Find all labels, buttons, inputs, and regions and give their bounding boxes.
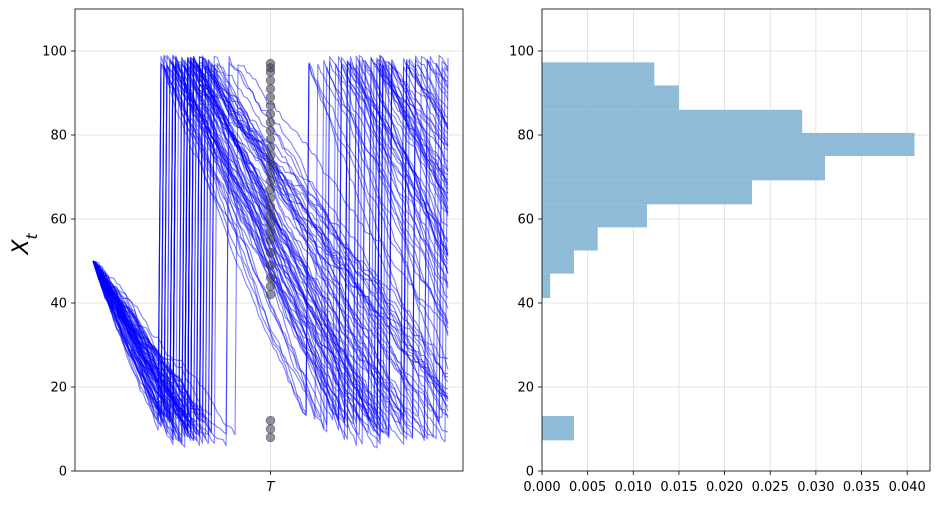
- trajectory-y-axis-label: Xt: [9, 232, 41, 255]
- observation-marker: [265, 151, 276, 161]
- observation-marker: [265, 142, 276, 153]
- observation-marker: [265, 273, 276, 283]
- trajectory-y-ticks: 0 20 40 60 80 100: [42, 45, 75, 480]
- histogram-y-ticks: 0 20 40 60 80 100: [509, 45, 542, 480]
- observation-marker: [265, 75, 276, 86]
- x-tick-label: 0.025: [752, 480, 789, 495]
- observation-marker: [265, 281, 276, 291]
- trajectory-markers-at-T: [265, 58, 276, 443]
- x-tick-label: 0.015: [660, 480, 697, 495]
- observation-marker: [265, 117, 276, 128]
- observation-marker: [265, 226, 276, 237]
- y-tick-label: 100: [509, 45, 534, 60]
- observation-marker: [265, 201, 276, 212]
- trajectory-path: [92, 64, 449, 431]
- histogram-bar: [542, 273, 551, 298]
- observation-marker: [265, 415, 276, 426]
- y-tick-label: 0: [59, 465, 67, 480]
- histogram-bar: [542, 415, 574, 441]
- observation-marker: [265, 109, 276, 119]
- observation-marker: [265, 247, 276, 258]
- y-tick-label: 20: [517, 381, 534, 396]
- observation-marker: [265, 260, 276, 270]
- histogram-bar: [542, 62, 655, 86]
- x-tick-label: T: [267, 480, 276, 495]
- y-tick-label: 40: [517, 297, 534, 312]
- observation-marker: [265, 193, 276, 203]
- observation-marker: [265, 176, 276, 186]
- y-tick-label: 20: [50, 381, 67, 396]
- observation-marker: [265, 184, 276, 195]
- histogram-bar: [542, 227, 598, 251]
- histogram-bar: [542, 204, 647, 228]
- observation-marker: [265, 84, 276, 94]
- observation-marker: [265, 159, 276, 170]
- histogram-bar: [542, 156, 826, 181]
- observation-marker: [265, 432, 276, 443]
- x-tick-label: 0.035: [843, 480, 880, 495]
- observation-marker: [265, 134, 276, 144]
- trajectory-path: [92, 61, 449, 426]
- y-tick-label: 60: [517, 213, 534, 228]
- x-tick-label: 0.030: [797, 480, 834, 495]
- x-tick-label: 0.040: [889, 480, 926, 495]
- trajectory-path: [92, 56, 449, 415]
- observation-marker: [265, 210, 276, 220]
- x-tick-label: 0.005: [569, 480, 606, 495]
- x-tick-label: 0.020: [706, 480, 743, 495]
- histogram-bar: [542, 85, 679, 110]
- trajectory-panel: 0 20 40 60 80 100 T Xt: [9, 8, 464, 495]
- histogram-axes-frame: [541, 8, 931, 472]
- y-tick-label: 80: [50, 129, 67, 144]
- y-tick-label: 80: [517, 129, 534, 144]
- observation-marker: [265, 92, 276, 102]
- y-tick-label: 40: [50, 297, 67, 312]
- x-tick-label: 0.010: [615, 480, 652, 495]
- trajectory-x-ticks: T: [267, 471, 276, 495]
- trajectory-axes-frame: [74, 8, 464, 472]
- observation-marker: [265, 218, 276, 228]
- trajectory-path: [92, 62, 449, 422]
- observation-marker: [265, 100, 276, 111]
- observation-marker: [265, 126, 276, 136]
- observation-marker: [265, 424, 276, 434]
- observation-marker: [265, 67, 276, 77]
- y-tick-label: 60: [50, 213, 67, 228]
- histogram-bar: [542, 109, 803, 133]
- histogram-bar: [542, 180, 752, 205]
- histogram-bars: [542, 62, 915, 441]
- observation-marker: [265, 289, 276, 300]
- histogram-x-ticks: 0.000 0.005 0.010 0.015 0.020 0.025 0.030 0.035…: [523, 471, 926, 495]
- y-tick-label: 100: [42, 45, 67, 60]
- histogram-bar: [542, 250, 574, 274]
- histogram-bar: [542, 132, 915, 156]
- y-tick-label: 0: [526, 465, 534, 480]
- observation-marker: [265, 168, 276, 178]
- observation-marker: [265, 235, 276, 245]
- x-tick-label: 0.000: [523, 480, 560, 495]
